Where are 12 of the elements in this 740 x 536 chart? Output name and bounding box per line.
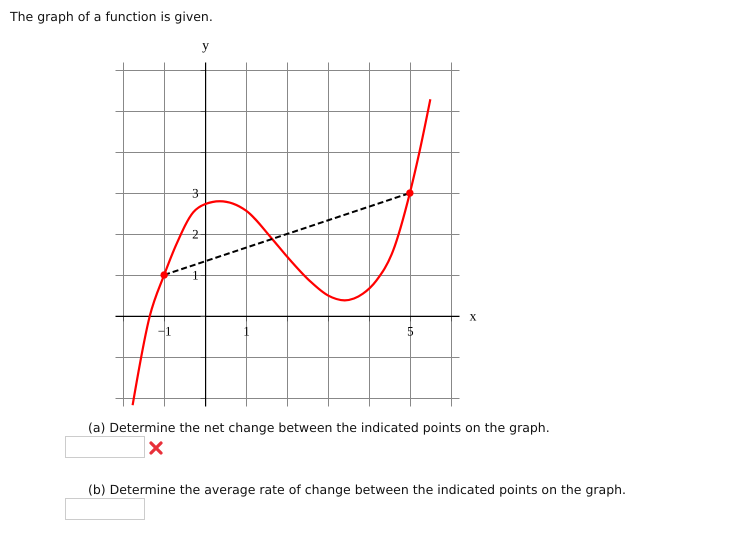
x-tick-label: 1 — [243, 323, 250, 338]
y-axis-title: y — [202, 38, 210, 54]
y-tick-label: 2 — [192, 226, 199, 242]
x-axis-title: x — [470, 309, 476, 324]
y-tick-label: 1 — [192, 267, 199, 282]
text: (b) Determine the average rate of change between the indicated points on the graph. — [88, 482, 626, 497]
chart-title: The graph of a function is given. — [10, 9, 213, 24]
y-tick-label: 3 — [192, 186, 199, 201]
text: (a) Determine the net change between the indicated points on the graph. — [88, 420, 550, 435]
line-series — [132, 98, 432, 406]
x-tick-label: 5 — [407, 323, 414, 338]
x-tick-label: −1 — [158, 323, 172, 338]
